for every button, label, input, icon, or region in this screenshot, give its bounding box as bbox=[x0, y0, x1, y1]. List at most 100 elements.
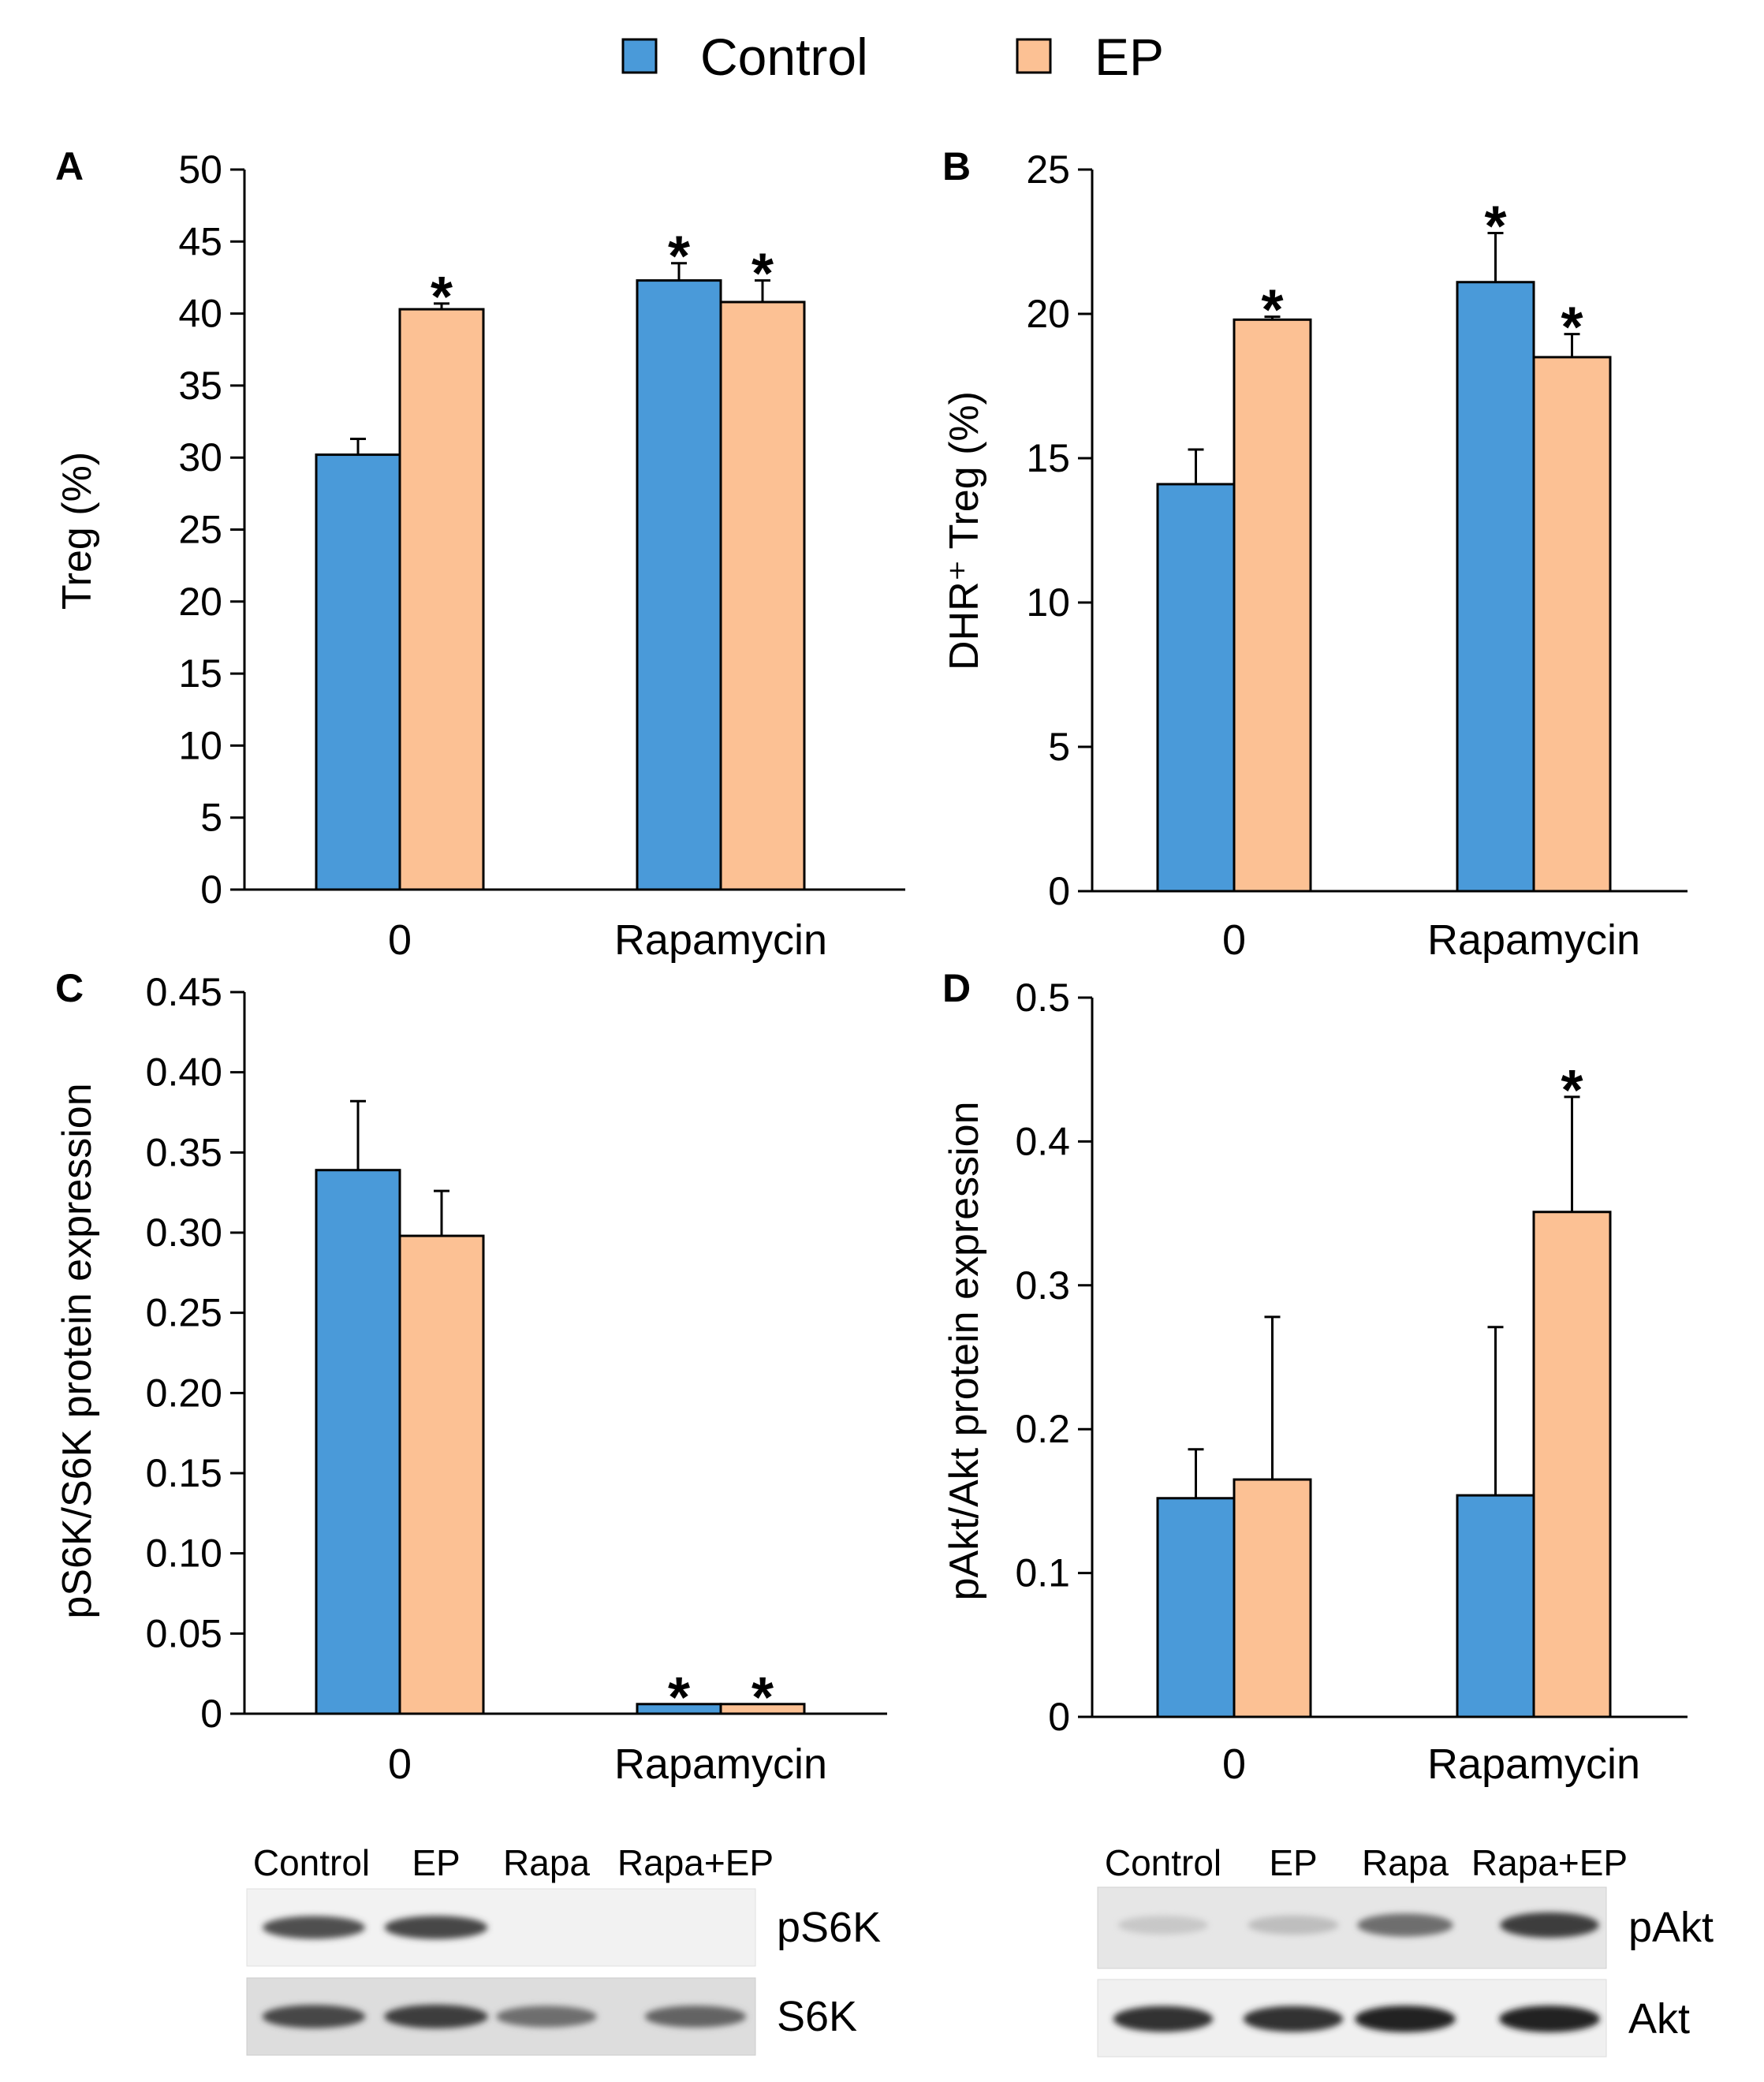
y-tick-label: 0 bbox=[200, 868, 222, 912]
y-tick-label: 25 bbox=[178, 508, 222, 552]
blot-lane-label: Rapa bbox=[503, 1842, 590, 1883]
y-tick-label: 0.20 bbox=[146, 1371, 222, 1415]
y-tick-label: 0.45 bbox=[146, 970, 222, 1014]
significance-star: * bbox=[668, 226, 690, 289]
legend-swatch-ep bbox=[1016, 38, 1052, 74]
y-axis-title-a: Treg (%) bbox=[54, 452, 100, 610]
y-axis-title-d: pAkt/Akt protein expression bbox=[942, 1102, 987, 1601]
y-tick-label: 15 bbox=[178, 651, 222, 696]
bar-ep-rapamycin bbox=[719, 300, 806, 891]
y-tick-label: 25 bbox=[1026, 147, 1070, 192]
bar-control-rapamycin bbox=[1456, 1494, 1535, 1718]
error-bars-b bbox=[1188, 232, 1580, 484]
bars-c bbox=[315, 1169, 806, 1715]
panel-letter-c: C bbox=[55, 966, 84, 1010]
blot-protein-label: pAkt bbox=[1628, 1904, 1714, 1951]
blot-lane-label: Control bbox=[1105, 1842, 1221, 1883]
significance-star: * bbox=[1561, 297, 1583, 360]
x-axis-d: 0 Rapamycin bbox=[1092, 1715, 1688, 1788]
y-tick-label: 0.5 bbox=[1015, 976, 1070, 1020]
y-tick-label: 0.05 bbox=[146, 1611, 222, 1655]
y-tick-label: 0.1 bbox=[1015, 1551, 1070, 1595]
y-tick-label: 0.3 bbox=[1015, 1263, 1070, 1308]
y-tick-label: 0 bbox=[1048, 1695, 1070, 1739]
x-category-label: 0 bbox=[1222, 1741, 1246, 1788]
y-tick-label: 45 bbox=[178, 219, 222, 263]
y-axis-title-c: pS6K/S6K protein expression bbox=[54, 1083, 100, 1618]
y-tick-label: 0 bbox=[1048, 869, 1070, 913]
legend-label-control: Control bbox=[700, 28, 868, 86]
y-tick-label: 35 bbox=[178, 364, 222, 408]
x-category-label: Rapamycin bbox=[1427, 916, 1640, 964]
blot-lane-label: Rapa+EP bbox=[1471, 1842, 1628, 1883]
blot-protein-label: pS6K bbox=[777, 1904, 881, 1951]
legend-swatch-control bbox=[621, 38, 658, 74]
y-tick-label: 0.10 bbox=[146, 1532, 222, 1576]
blot-band bbox=[263, 1916, 365, 1939]
x-category-label: Rapamycin bbox=[614, 1741, 827, 1788]
y-tick-label: 15 bbox=[1026, 436, 1070, 480]
y-tick-label: 5 bbox=[1048, 725, 1070, 769]
bar-ep-rapamycin bbox=[1532, 1211, 1612, 1718]
blot-band bbox=[1243, 2006, 1344, 2032]
error-bars-d bbox=[1188, 1095, 1580, 1498]
panel-d: D 0 0.1 0.2 0.3 0.4 0.5 0 Rapamycin * pAkt/Akt… bbox=[942, 966, 1688, 1788]
bar-ep-untreated bbox=[1233, 318, 1312, 893]
bar-control-untreated bbox=[1156, 1497, 1236, 1718]
bars-d bbox=[1156, 1211, 1612, 1718]
y-axis-d: 0 0.1 0.2 0.3 0.4 0.5 bbox=[1015, 976, 1094, 1739]
bar-ep-untreated bbox=[1233, 1478, 1312, 1718]
blot-band bbox=[1117, 1916, 1209, 1935]
panel-letter-a: A bbox=[55, 144, 84, 188]
bars-b bbox=[1156, 281, 1612, 893]
significance-a: * * * bbox=[431, 226, 774, 329]
blot-band bbox=[1355, 2006, 1456, 2032]
blot-protein-label: S6K bbox=[777, 1993, 857, 2040]
y-tick-label: 10 bbox=[178, 723, 222, 767]
y-tick-label: 40 bbox=[178, 292, 222, 336]
significance-d: * bbox=[1561, 1059, 1583, 1122]
legend-label-ep: EP bbox=[1095, 28, 1164, 86]
panel-a: A 0 5 10 15 20 25 30 35 40 45 50 0 Rapamycin * * * Tr… bbox=[54, 144, 905, 964]
bar-control-untreated bbox=[1156, 483, 1236, 893]
blot-band bbox=[1247, 1915, 1339, 1935]
significance-star: * bbox=[668, 1666, 690, 1729]
blot-band bbox=[262, 2005, 366, 2028]
y-axis-b: 0 5 10 15 20 25 bbox=[1026, 147, 1094, 913]
blot-band bbox=[1499, 2006, 1600, 2032]
y-tick-label: 50 bbox=[178, 147, 222, 192]
x-category-label: Rapamycin bbox=[614, 916, 827, 964]
panel-b: B 0 5 10 15 20 25 0 Rapamycin * * * DHR⁺ Treg (%… bbox=[942, 144, 1688, 964]
blot-s6k: Control EP Rapa Rapa+EP pS6K S6K bbox=[246, 1842, 881, 2056]
blot-lane-label: EP bbox=[412, 1842, 460, 1883]
bar-ep-rapamycin bbox=[719, 1703, 806, 1715]
significance-star: * bbox=[1261, 279, 1283, 342]
blot-lane-label: Rapa bbox=[1362, 1842, 1449, 1883]
x-category-label: 0 bbox=[388, 916, 412, 964]
bar-control-rapamycin bbox=[636, 279, 722, 891]
y-tick-label: 0.30 bbox=[146, 1211, 222, 1255]
band-group bbox=[1117, 1912, 1599, 1938]
y-tick-label: 0.25 bbox=[146, 1291, 222, 1335]
y-tick-label: 0.40 bbox=[146, 1050, 222, 1095]
significance-b: * * * bbox=[1261, 196, 1583, 360]
band-group bbox=[1113, 2006, 1600, 2032]
y-axis-c: 0 0.05 0.10 0.15 0.20 0.25 0.30 0.35 0.40 0.45 bbox=[146, 970, 246, 1736]
blot-band bbox=[384, 2004, 488, 2029]
y-tick-label: 5 bbox=[200, 796, 222, 840]
blot-akt: Control EP Rapa Rapa+EP pAkt Akt bbox=[1097, 1842, 1714, 2058]
y-tick-label: 0 bbox=[200, 1692, 222, 1736]
blot-band bbox=[384, 1916, 488, 1939]
significance-c: * * bbox=[668, 1666, 774, 1729]
x-category-label: 0 bbox=[388, 1741, 412, 1788]
band-group bbox=[263, 1916, 488, 1939]
blot-band bbox=[1500, 1912, 1599, 1938]
y-tick-label: 10 bbox=[1026, 580, 1070, 625]
significance-star: * bbox=[751, 1666, 774, 1729]
blot-band bbox=[1113, 2006, 1214, 2032]
blot-band bbox=[496, 2006, 597, 2028]
x-category-label: 0 bbox=[1222, 916, 1246, 964]
x-axis-a: 0 Rapamycin bbox=[244, 888, 905, 964]
panel-letter-d: D bbox=[942, 966, 971, 1010]
